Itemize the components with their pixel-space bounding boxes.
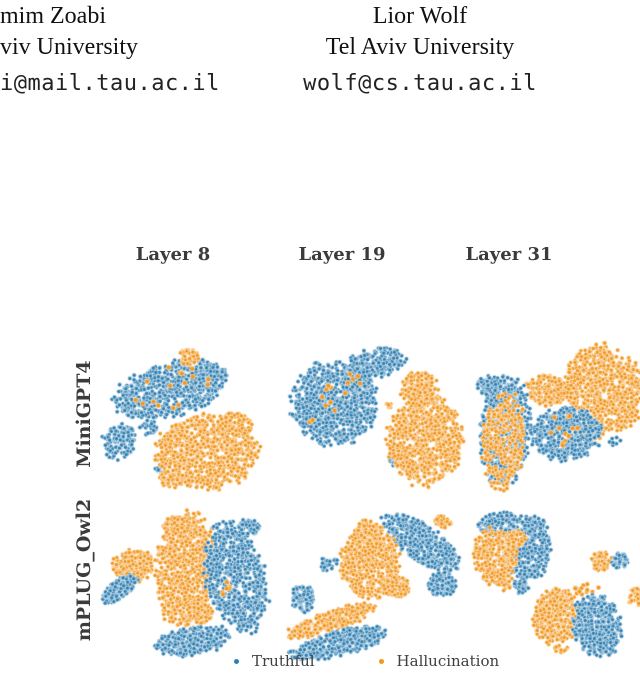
author-email: wolf@cs.tau.ac.il [303, 71, 537, 96]
truthful-dot-icon [234, 658, 239, 664]
row-label-mplug-owl2: mPLUG_Owl2 [73, 498, 95, 642]
author-affiliation: Tel Aviv University [325, 34, 515, 60]
column-header-layer-31: Layer 31 [465, 244, 553, 265]
author-block-right: Lior Wolf Tel Aviv University wolf@cs.ta… [303, 1, 537, 96]
figure-legend: Truthful Hallucination [234, 651, 499, 671]
legend-item-truthful: Truthful [234, 651, 315, 671]
author-block-left: mim Zoabi viv University i@mail.tau.ac.i… [0, 1, 220, 96]
row-label-minigpt4: MiniGPT4 [73, 360, 95, 468]
legend-label: Truthful [252, 652, 315, 670]
author-name: Lior Wolf [372, 3, 468, 29]
legend-label: Hallucination [396, 652, 500, 670]
column-header-layer-8: Layer 8 [135, 244, 211, 265]
hallucination-dot-icon [378, 658, 384, 664]
author-affiliation: viv University [0, 34, 138, 60]
author-email: i@mail.tau.ac.il [0, 71, 220, 96]
legend-item-hallucination: Hallucination [378, 651, 500, 671]
column-header-layer-19: Layer 19 [298, 244, 386, 265]
author-name: mim Zoabi [0, 3, 106, 29]
